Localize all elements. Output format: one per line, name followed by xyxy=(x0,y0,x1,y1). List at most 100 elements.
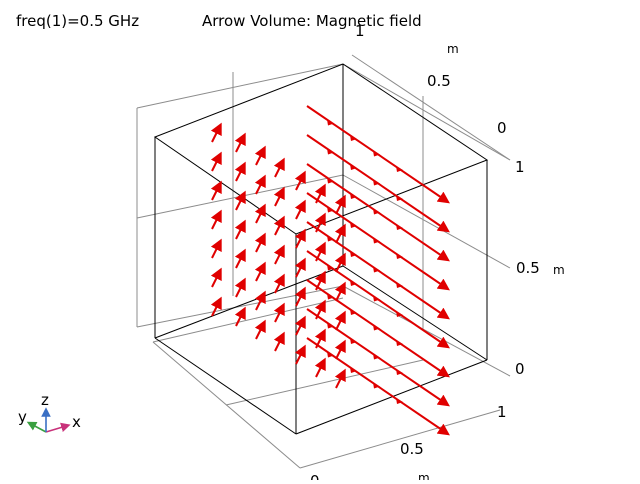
field-arrow-short xyxy=(273,157,285,178)
field-arrow-marker xyxy=(373,382,380,389)
field-arrow-marker xyxy=(350,222,357,228)
field-arrow-marker xyxy=(373,208,380,215)
field-arrow-short xyxy=(254,203,266,224)
field-arrow-short xyxy=(314,357,326,378)
field-arrow-short xyxy=(254,174,266,195)
field-arrow-short xyxy=(334,252,346,273)
field-arrow-marker xyxy=(396,224,403,230)
field-arrow-short xyxy=(294,286,306,307)
axis-triad: x y z xyxy=(18,391,81,433)
field-arrow-short xyxy=(254,261,266,282)
field-arrow-marker xyxy=(373,237,380,244)
field-arrow-marker xyxy=(373,324,380,331)
field-arrow-short xyxy=(334,281,346,302)
field-arrow-marker xyxy=(396,195,403,201)
field-arrow-short xyxy=(234,219,246,240)
y-tick-0: 0 xyxy=(515,360,525,378)
field-arrow-marker xyxy=(350,367,357,373)
field-arrow-short xyxy=(210,151,222,172)
field-arrow-short xyxy=(210,180,222,201)
field-arrow-short xyxy=(210,267,222,288)
field-arrow-short xyxy=(334,368,346,389)
field-arrow-marker xyxy=(396,166,403,172)
grid-lines xyxy=(136,54,511,469)
y-tick-0-5: 0.5 xyxy=(516,259,540,277)
field-arrow-marker xyxy=(373,150,380,157)
field-arrow-marker xyxy=(327,206,334,213)
field-arrow-marker xyxy=(350,338,357,344)
field-arrow-marker xyxy=(373,179,380,186)
x-tick-0-5: 0.5 xyxy=(400,440,424,458)
field-arrow-short xyxy=(234,277,246,298)
triad-y-axis-icon xyxy=(26,421,47,433)
triad-x-label: x xyxy=(72,413,81,431)
field-arrow-marker xyxy=(350,193,357,199)
field-arrow-short xyxy=(254,319,266,340)
field-arrow-marker xyxy=(327,148,334,155)
field-arrow-marker xyxy=(373,353,380,360)
arrow-field xyxy=(210,105,450,436)
x-tick-0: 0 xyxy=(310,472,320,480)
field-arrow-short xyxy=(294,228,306,249)
field-arrow-short xyxy=(294,257,306,278)
z-tick-0: 0 xyxy=(497,119,507,137)
triad-y-label: y xyxy=(18,408,27,426)
field-arrow-short xyxy=(234,161,246,182)
z-tick-0-5: 0.5 xyxy=(427,72,451,90)
tick-labels: 1 m 0.5 0 1 0.5 m 0 1 0.5 m 0 xyxy=(310,22,565,484)
field-arrow-marker xyxy=(327,293,334,300)
field-arrow-short xyxy=(234,190,246,211)
frequency-label: freq(1)=0.5 GHz xyxy=(16,12,140,30)
field-arrow-short xyxy=(273,302,285,323)
field-arrow-marker xyxy=(327,235,334,242)
triad-x-axis-icon xyxy=(45,422,71,433)
field-arrow-short xyxy=(334,310,346,331)
field-arrow-short xyxy=(273,244,285,265)
field-arrow-short xyxy=(294,315,306,336)
field-arrow-marker xyxy=(396,369,403,375)
field-arrow-short xyxy=(294,344,306,365)
field-arrow-short xyxy=(294,170,306,191)
triad-z-label: z xyxy=(41,391,49,409)
field-arrow-short xyxy=(234,248,246,269)
field-arrow-marker xyxy=(373,295,380,302)
field-arrow-short xyxy=(210,238,222,259)
field-arrow-marker xyxy=(396,282,403,288)
field-arrow-marker xyxy=(396,340,403,346)
field-arrow-short xyxy=(334,339,346,360)
field-arrow-short xyxy=(273,215,285,236)
field-arrow-marker xyxy=(327,322,334,329)
field-arrow-marker xyxy=(350,280,357,286)
field-arrow-short xyxy=(334,194,346,215)
field-arrow-short xyxy=(273,331,285,352)
field-arrow-short xyxy=(234,132,246,153)
field-arrow-short xyxy=(210,296,222,317)
field-arrow-marker xyxy=(350,135,357,141)
field-arrow-marker xyxy=(350,309,357,315)
field-arrow-short xyxy=(273,186,285,207)
field-arrow-marker xyxy=(373,266,380,273)
field-arrow-short xyxy=(254,232,266,253)
field-arrow-marker xyxy=(327,351,334,358)
z-unit-label: m xyxy=(447,42,459,56)
field-arrow-short xyxy=(254,145,266,166)
plot-title: Arrow Volume: Magnetic field xyxy=(202,12,422,30)
field-arrow-short xyxy=(210,209,222,230)
field-arrow-marker xyxy=(350,251,357,257)
x-tick-1: 1 xyxy=(497,403,507,421)
field-arrow-marker xyxy=(327,119,334,126)
y-tick-1: 1 xyxy=(515,158,525,176)
y-unit-label: m xyxy=(553,263,565,277)
field-arrow-short xyxy=(210,122,222,143)
field-arrow-short xyxy=(294,199,306,220)
field-arrow-short xyxy=(334,223,346,244)
field-arrow-marker xyxy=(396,311,403,317)
field-arrow-marker xyxy=(327,177,334,184)
field-arrow-short xyxy=(234,306,246,327)
z-tick-1: 1 xyxy=(355,22,365,40)
field-arrow-short xyxy=(254,290,266,311)
x-unit-label: m xyxy=(418,471,430,480)
field-arrow-marker xyxy=(396,398,403,404)
